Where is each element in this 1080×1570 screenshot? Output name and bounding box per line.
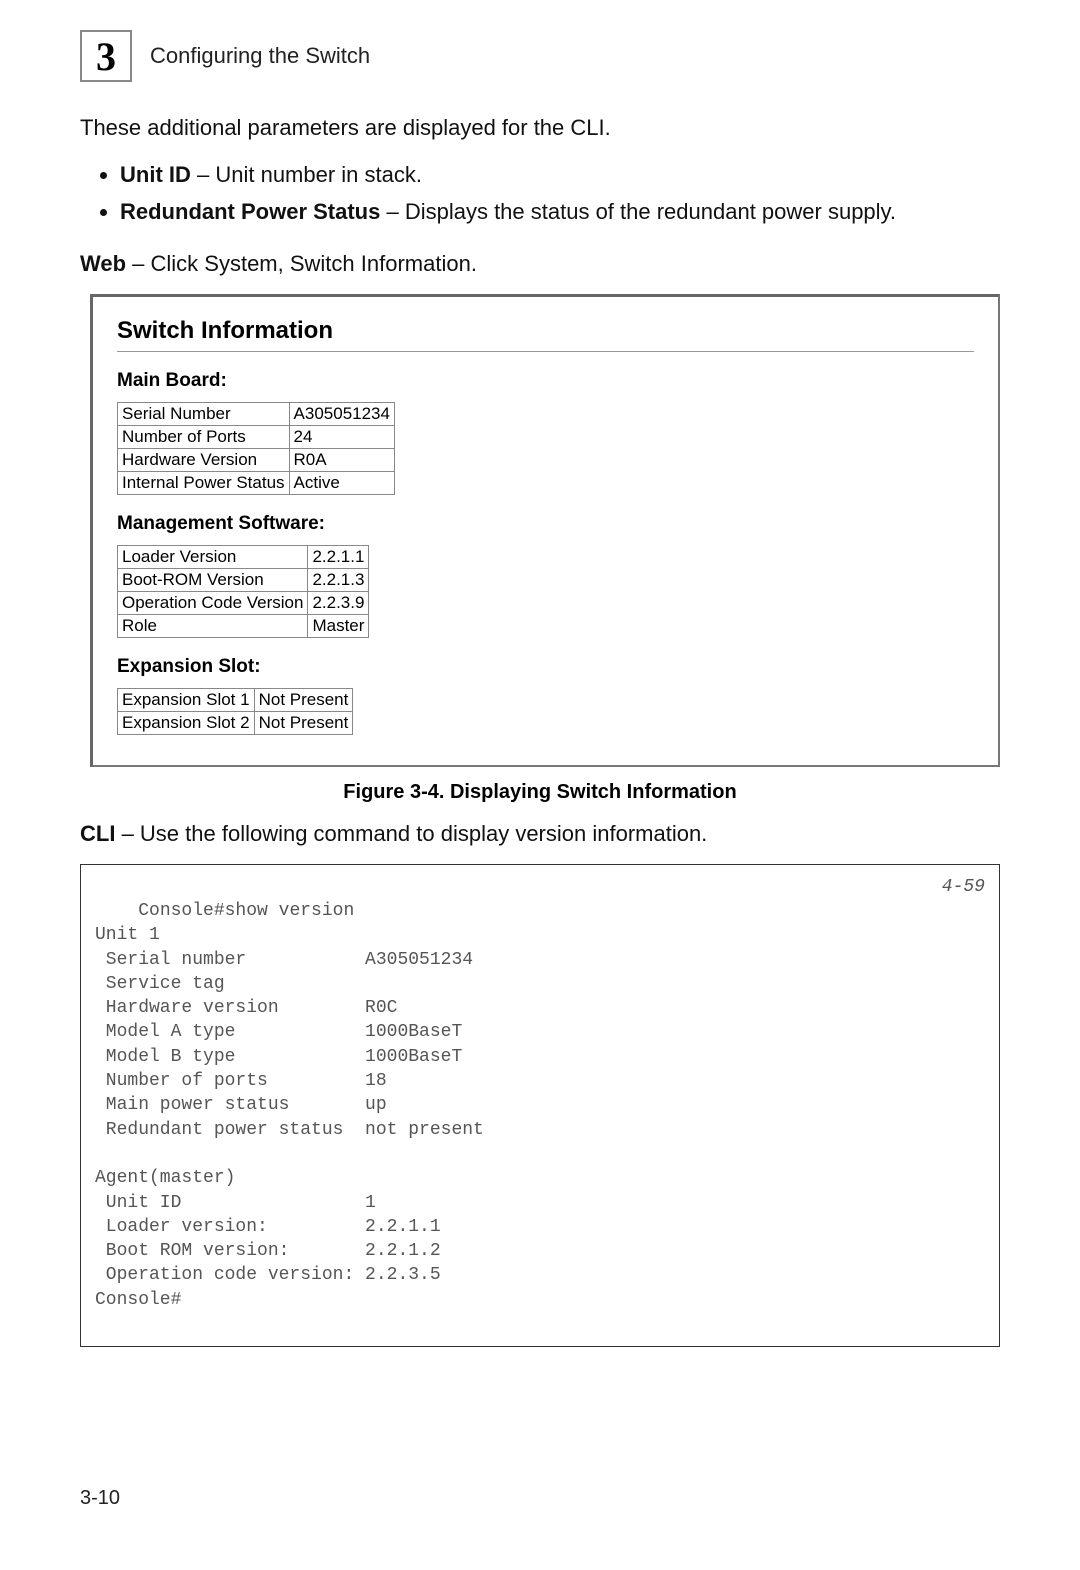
- cli-text-desc: – Use the following command to display v…: [115, 821, 707, 846]
- cell-value: A305051234: [289, 402, 394, 425]
- cell-value: 2.2.3.9: [308, 591, 369, 614]
- cell-value: Active: [289, 471, 394, 494]
- cell-label: Expansion Slot 1: [118, 688, 255, 711]
- table-row: Expansion Slot 2Not Present: [118, 711, 353, 734]
- cli-output-box: 4-59 Console#show version Unit 1 Serial n…: [80, 864, 1000, 1348]
- param-term: Redundant Power Status: [120, 199, 380, 224]
- screenshot-heading: Switch Information: [117, 317, 974, 345]
- main-board-title: Main Board:: [117, 370, 974, 392]
- divider: [117, 351, 974, 352]
- table-row: Operation Code Version2.2.3.9: [118, 591, 369, 614]
- cell-label: Operation Code Version: [118, 591, 308, 614]
- expansion-slot-table: Expansion Slot 1Not Present Expansion Sl…: [117, 688, 353, 735]
- table-row: Boot-ROM Version2.2.1.3: [118, 568, 369, 591]
- expansion-slot-title: Expansion Slot:: [117, 656, 974, 678]
- cell-value: Not Present: [254, 711, 353, 734]
- table-row: Loader Version2.2.1.1: [118, 545, 369, 568]
- main-board-table: Serial NumberA305051234 Number of Ports2…: [117, 402, 395, 495]
- cli-output-text: Console#show version Unit 1 Serial numbe…: [95, 901, 484, 1310]
- cell-label: Hardware Version: [118, 448, 290, 471]
- switch-info-screenshot: Switch Information Main Board: Serial Nu…: [90, 294, 1000, 767]
- parameter-list: Unit ID – Unit number in stack. Redundan…: [80, 158, 1000, 228]
- param-desc: – Unit number in stack.: [191, 162, 422, 187]
- cli-label: CLI: [80, 821, 115, 846]
- mgmt-sw-title: Management Software:: [117, 513, 974, 535]
- param-desc: – Displays the status of the redundant p…: [380, 199, 896, 224]
- intro-text: These additional parameters are displaye…: [80, 112, 1000, 144]
- param-term: Unit ID: [120, 162, 191, 187]
- cell-value: 2.2.1.1: [308, 545, 369, 568]
- cell-value: Not Present: [254, 688, 353, 711]
- cell-value: 24: [289, 425, 394, 448]
- chapter-number-badge: 3: [80, 30, 132, 82]
- cell-value: Master: [308, 614, 369, 637]
- table-row: Expansion Slot 1Not Present: [118, 688, 353, 711]
- cell-label: Role: [118, 614, 308, 637]
- cell-label: Number of Ports: [118, 425, 290, 448]
- list-item: Redundant Power Status – Displays the st…: [120, 195, 1000, 228]
- cell-value: R0A: [289, 448, 394, 471]
- table-row: Number of Ports24: [118, 425, 395, 448]
- cell-label: Boot-ROM Version: [118, 568, 308, 591]
- figure-caption: Figure 3-4. Displaying Switch Informatio…: [80, 781, 1000, 804]
- mgmt-sw-table: Loader Version2.2.1.1 Boot-ROM Version2.…: [117, 545, 369, 638]
- table-row: Serial NumberA305051234: [118, 402, 395, 425]
- web-instruction: Web – Click System, Switch Information.: [80, 248, 1000, 280]
- table-row: Internal Power StatusActive: [118, 471, 395, 494]
- chapter-title: Configuring the Switch: [150, 43, 370, 69]
- cell-label: Serial Number: [118, 402, 290, 425]
- cell-label: Internal Power Status: [118, 471, 290, 494]
- cli-page-ref: 4-59: [942, 875, 985, 899]
- web-label: Web: [80, 251, 126, 276]
- table-row: RoleMaster: [118, 614, 369, 637]
- list-item: Unit ID – Unit number in stack.: [120, 158, 1000, 191]
- cli-instruction: CLI – Use the following command to displ…: [80, 818, 1000, 850]
- document-page: 3 Configuring the Switch These additiona…: [0, 0, 1080, 1550]
- cell-label: Expansion Slot 2: [118, 711, 255, 734]
- web-text: – Click System, Switch Information.: [126, 251, 477, 276]
- chapter-header: 3 Configuring the Switch: [80, 30, 1000, 82]
- table-row: Hardware VersionR0A: [118, 448, 395, 471]
- page-number: 3-10: [80, 1487, 1000, 1510]
- cell-value: 2.2.1.3: [308, 568, 369, 591]
- cell-label: Loader Version: [118, 545, 308, 568]
